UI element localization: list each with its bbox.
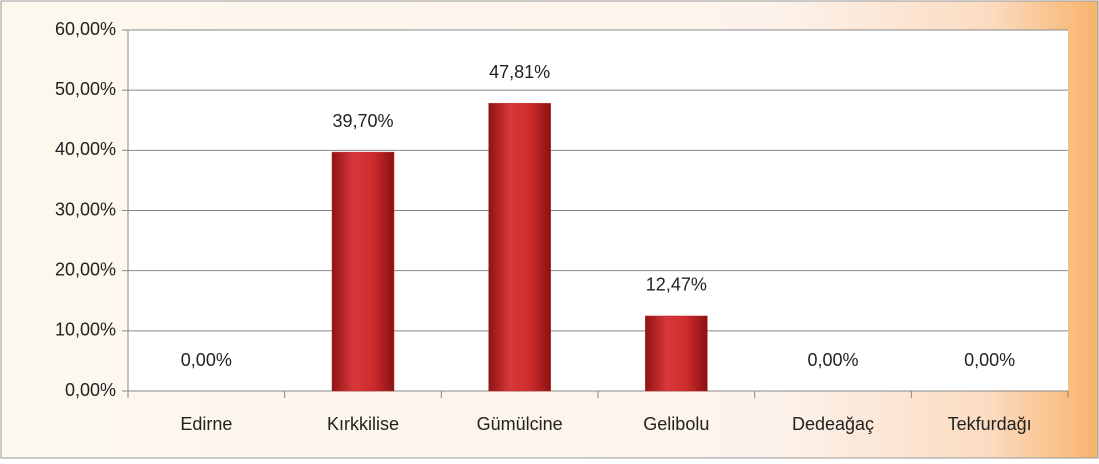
y-tick-label: 40,00% — [55, 139, 116, 159]
y-tick-label: 20,00% — [55, 259, 116, 279]
x-tick-label: Dedeağaç — [792, 414, 874, 434]
y-tick-label: 50,00% — [55, 79, 116, 99]
value-label: 0,00% — [807, 350, 858, 370]
x-tick-label: Edirne — [180, 414, 232, 434]
y-tick-label: 0,00% — [65, 380, 116, 400]
bar — [488, 103, 551, 392]
y-tick-label: 60,00% — [55, 19, 116, 39]
x-tick-label: Gelibolu — [643, 414, 709, 434]
value-label: 47,81% — [489, 62, 550, 82]
value-label: 0,00% — [181, 350, 232, 370]
bar — [331, 151, 395, 392]
value-label: 0,00% — [964, 350, 1015, 370]
y-tick-label: 30,00% — [55, 199, 116, 219]
bar — [645, 315, 708, 392]
value-label: 12,47% — [646, 275, 707, 295]
x-tick-label: Gümülcine — [477, 414, 563, 434]
x-tick-label: Kırkkilise — [327, 414, 399, 434]
value-label: 39,70% — [332, 111, 393, 131]
y-tick-label: 10,00% — [55, 320, 116, 340]
x-tick-label: Tekfurdağı — [948, 414, 1032, 434]
